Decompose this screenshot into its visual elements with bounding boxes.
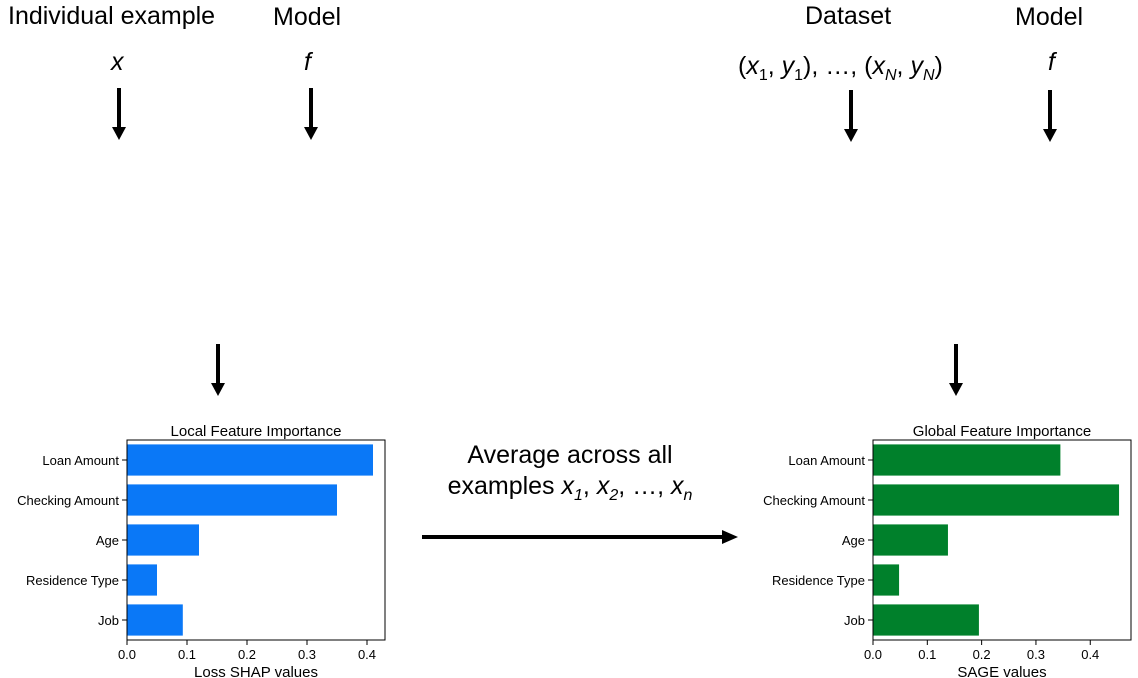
left-model-label: Model [273, 3, 342, 31]
global-plot-frame [872, 439, 1132, 641]
local-xtick-label: 0.1 [178, 647, 196, 662]
global-bar-job [873, 604, 979, 636]
global-feature-importance-chart: Global Feature Importance Loan Amount Chec… [763, 423, 1132, 678]
global-bar-checking-amount [873, 484, 1120, 516]
global-xlabel: SAGE values [957, 664, 1046, 678]
right-model-f-symbol: f [1048, 48, 1055, 76]
local-ytick-label: Job [98, 613, 119, 628]
global-ytick-label: Checking Amount [763, 493, 865, 508]
input-x-symbol: x [111, 48, 124, 76]
global-xtick-label: 0.1 [918, 647, 936, 662]
local-plot-frame [126, 439, 386, 641]
global-bar-loan-amount [873, 444, 1061, 476]
right-input-arrow [844, 90, 858, 142]
local-bar-residence-type [127, 564, 157, 596]
individual-example-label: Individual example [8, 2, 216, 30]
local-ytick-label: Loan Amount [42, 453, 119, 468]
loss-shap-box: Loss SHAP [81, 160, 351, 333]
left-input-arrow [112, 88, 126, 140]
local-bar-loan-amount [127, 444, 373, 476]
local-ytick-label: Residence Type [26, 573, 119, 588]
loss-shap-box-label: Loss SHAP [123, 225, 309, 267]
local-xtick-label: 0.4 [358, 647, 376, 662]
left-model-f-symbol: f [304, 48, 311, 76]
averaging-caption: Average across all examples x1, x2, …, x… [430, 440, 710, 511]
local-ytick-label: Age [96, 533, 119, 548]
averaging-caption-line1: Average across all [467, 441, 673, 469]
global-xtick-label: 0.3 [1027, 647, 1045, 662]
sage-box-label: SAGE [902, 225, 1004, 267]
local-bar-age [127, 524, 199, 556]
local-xlabel: Loss SHAP values [194, 664, 318, 678]
right-model-label: Model [1015, 3, 1084, 31]
right-output-arrow [949, 344, 963, 396]
local-xtick-label: 0.3 [298, 647, 316, 662]
right-model-arrow [1043, 90, 1057, 142]
global-bar-residence-type [873, 564, 900, 596]
local-xtick-label: 0.2 [238, 647, 256, 662]
global-ytick-label: Loan Amount [788, 453, 865, 468]
global-ytick-label: Residence Type [772, 573, 865, 588]
global-ytick-label: Job [844, 613, 865, 628]
global-xtick-label: 0.0 [864, 647, 882, 662]
sage-box: SAGE [818, 160, 1088, 333]
dataset-tuple: (x1, y1), …, (xN, yN) [738, 52, 943, 84]
global-xtick-label: 0.4 [1081, 647, 1099, 662]
local-bar-job [127, 604, 183, 636]
local-feature-importance-chart: Local Feature Importance Loan Amount Check… [17, 423, 386, 678]
local-bar-checking-amount [127, 484, 337, 516]
local-ytick-label: Checking Amount [17, 493, 119, 508]
averaging-arrow [422, 530, 738, 544]
dataset-label: Dataset [805, 2, 892, 30]
global-xtick-label: 0.2 [973, 647, 991, 662]
left-model-arrow [304, 88, 318, 140]
left-output-arrow [211, 344, 225, 396]
local-xtick-label: 0.0 [118, 647, 136, 662]
global-chart-title: Global Feature Importance [913, 423, 1091, 440]
global-bar-age [873, 524, 948, 556]
global-ytick-label: Age [842, 533, 865, 548]
local-chart-title: Local Feature Importance [171, 423, 342, 440]
averaging-caption-line2: examples x1, x2, …, xn [447, 472, 693, 504]
